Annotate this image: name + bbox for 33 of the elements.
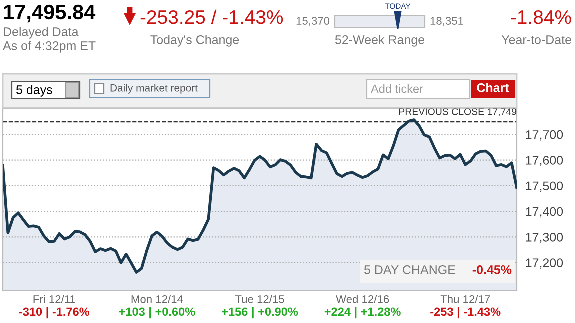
text: Chart	[477, 83, 510, 92]
text: +224 | +1.28%	[324, 307, 401, 319]
text: Add ticker	[371, 84, 424, 94]
x-tick-label: Wed 12/16	[336, 295, 390, 304]
x-tick-label: Mon 12/14	[132, 295, 184, 304]
text: Today's Change	[150, 35, 240, 47]
y-tick-label: 17,300	[526, 232, 564, 244]
annotation: 5 DAY CHANGE	[364, 266, 456, 274]
y-tick-label: 17,600	[526, 156, 564, 166]
text: 15,370	[296, 17, 330, 26]
ref-line-label: PREVIOUS CLOSE 17,749	[399, 108, 517, 116]
x-tick-label: Thu 12/17	[440, 295, 490, 304]
text: Year-to-Date	[502, 36, 572, 44]
annotation: -0.45%	[472, 266, 512, 274]
y-tick-label: 17,200	[526, 258, 564, 269]
y-tick-label: 17,500	[526, 182, 564, 192]
text: 5 days	[16, 85, 52, 97]
chart-title: 17,495.84	[4, 4, 96, 23]
text: 52-Week Range	[335, 35, 424, 47]
text: +156 | +0.90%	[222, 307, 298, 319]
text: 18,351	[430, 17, 464, 26]
y-tick-label: 17,400	[526, 207, 564, 218]
text: +103 | +0.60%	[119, 307, 196, 319]
text: Delayed Data	[4, 27, 79, 39]
text: -253.25 / -1.43%	[140, 10, 284, 24]
x-tick-label: Tue 12/15	[235, 295, 284, 304]
text: As of 4:32pm ET	[3, 41, 96, 53]
x-tick-label: Fri 12/11	[34, 295, 76, 304]
text: Daily market report	[110, 84, 198, 94]
text: -253 | -1.43%	[430, 307, 501, 319]
y-tick-label: 17,700	[526, 130, 564, 141]
text: -1.84%	[511, 10, 572, 24]
text: -310 | -1.76%	[19, 307, 90, 319]
